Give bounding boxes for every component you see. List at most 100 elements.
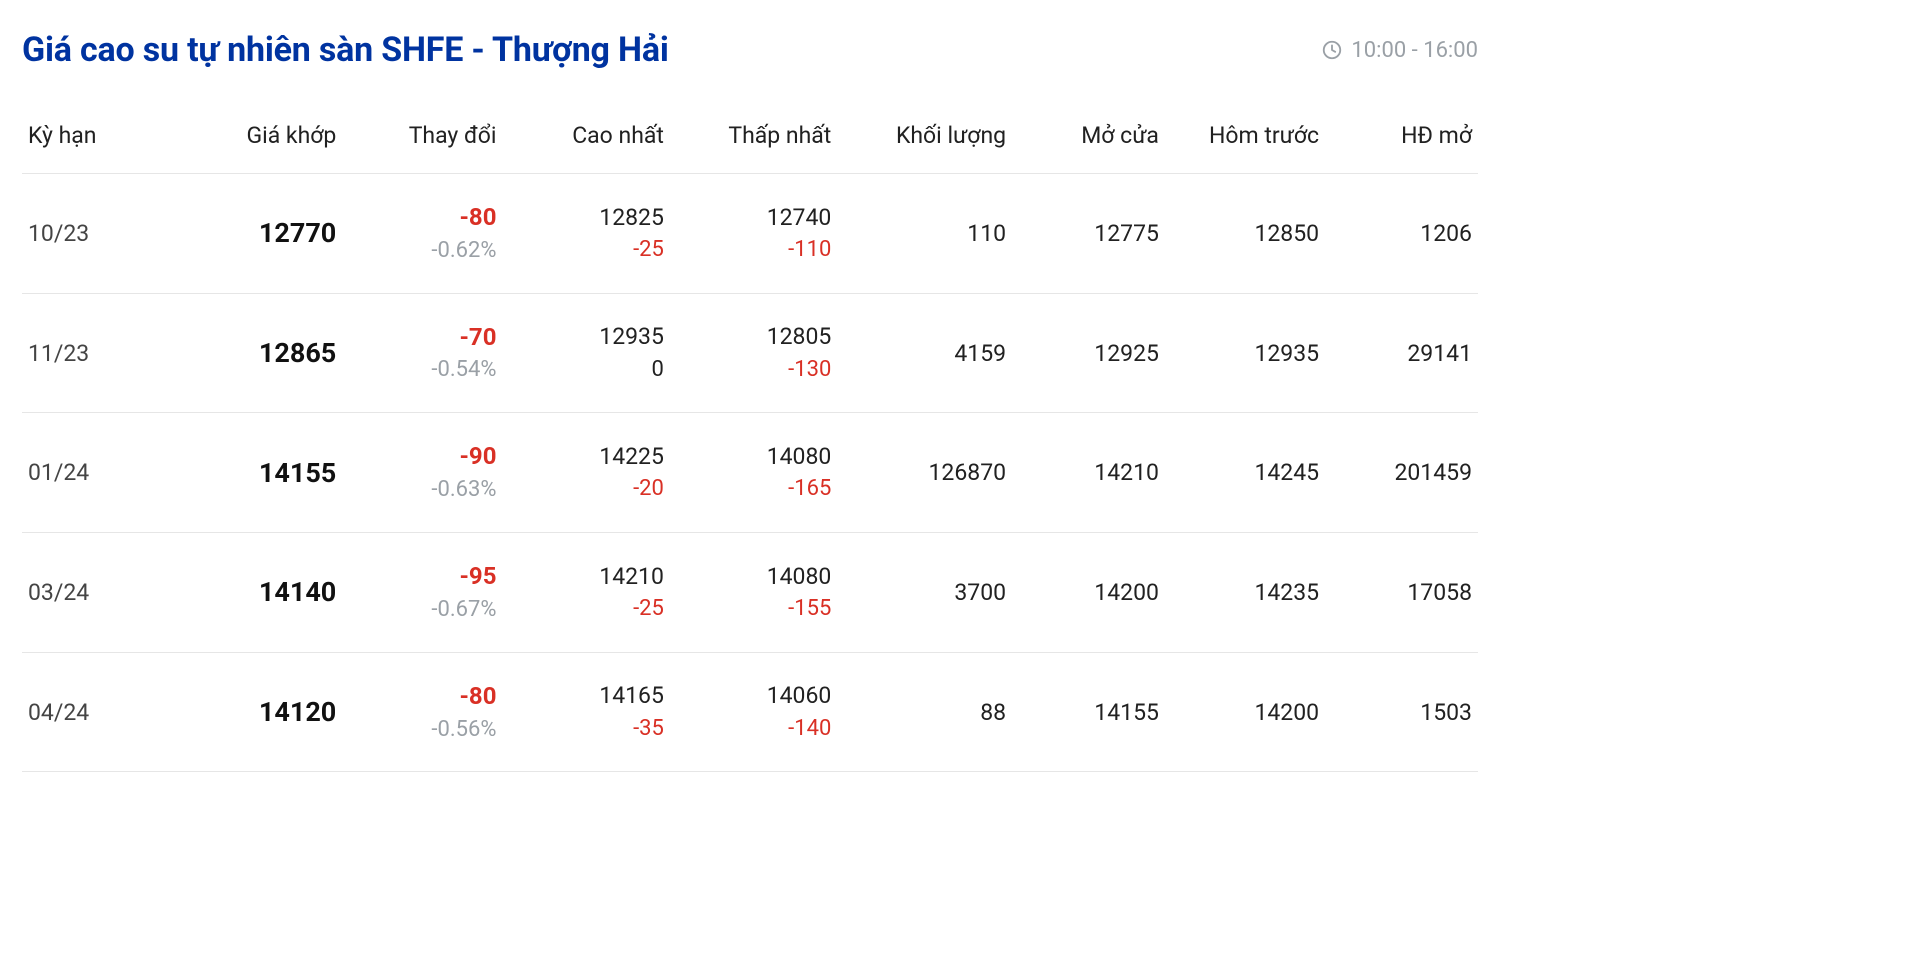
cell-open: 14210 xyxy=(1012,413,1165,533)
low-value: 12805 xyxy=(767,320,832,353)
cell-prev: 14200 xyxy=(1165,652,1325,772)
cell-term: 03/24 xyxy=(22,533,175,653)
cell-low: 14080 -155 xyxy=(670,533,837,653)
table-row[interactable]: 11/23 12865 -70 -0.54% 12935 0 12805 -130… xyxy=(22,293,1478,413)
low-value: 12740 xyxy=(767,201,832,234)
col-high: Cao nhất xyxy=(502,108,669,174)
low-stack: 12740 -110 xyxy=(676,201,831,266)
cell-open: 14155 xyxy=(1012,652,1165,772)
low-stack: 14080 -155 xyxy=(676,560,831,625)
cell-volume: 110 xyxy=(837,174,1012,294)
cell-prev: 12850 xyxy=(1165,174,1325,294)
change-pct: -0.56% xyxy=(431,714,496,746)
prev-value: 14245 xyxy=(1254,459,1319,486)
change-value: -80 xyxy=(459,200,496,235)
col-volume: Khối lượng xyxy=(837,108,1012,174)
table-body: 10/2312770 -80 -0.62% 12825 -25 12740 -1… xyxy=(22,174,1478,772)
open-value: 14200 xyxy=(1094,579,1159,606)
cell-term: 04/24 xyxy=(22,652,175,772)
price-value: 14120 xyxy=(259,696,336,728)
term-value: 03/24 xyxy=(28,579,89,606)
oi-value: 1503 xyxy=(1420,699,1472,726)
high-value: 12825 xyxy=(599,201,664,234)
volume-value: 126870 xyxy=(929,459,1007,486)
change-pct: -0.63% xyxy=(431,474,496,506)
cell-volume: 4159 xyxy=(837,293,1012,413)
cell-prev: 14235 xyxy=(1165,533,1325,653)
trading-hours: 10:00 - 16:00 xyxy=(1321,38,1478,63)
high-value: 14225 xyxy=(599,440,664,473)
cell-change: -80 -0.56% xyxy=(342,652,502,772)
price-table-widget: Giá cao su tự nhiên sàn SHFE - Thượng Hả… xyxy=(0,0,1500,802)
cell-price: 14120 xyxy=(175,652,342,772)
cell-oi: 17058 xyxy=(1325,533,1478,653)
price-value: 12865 xyxy=(259,337,336,369)
cell-low: 14060 -140 xyxy=(670,652,837,772)
cell-low: 12740 -110 xyxy=(670,174,837,294)
change-pct: -0.54% xyxy=(431,354,496,386)
col-oi: HĐ mở xyxy=(1325,108,1478,174)
open-value: 14155 xyxy=(1094,699,1159,726)
cell-volume: 126870 xyxy=(837,413,1012,533)
cell-high: 12825 -25 xyxy=(502,174,669,294)
low-stack: 14080 -165 xyxy=(676,440,831,505)
low-value: 14080 xyxy=(767,560,832,593)
table-row[interactable]: 03/24 14140 -95 -0.67% 14210 -25 14080 -1… xyxy=(22,533,1478,653)
prev-value: 12935 xyxy=(1254,340,1319,367)
table-header-row: Kỳ hạn Giá khớp Thay đổi Cao nhất Thấp n… xyxy=(22,108,1478,174)
cell-volume: 3700 xyxy=(837,533,1012,653)
clock-icon xyxy=(1321,39,1343,61)
col-term: Kỳ hạn xyxy=(22,108,175,174)
volume-value: 88 xyxy=(980,699,1006,726)
high-value: 12935 xyxy=(599,320,664,353)
high-stack: 12825 -25 xyxy=(508,201,663,266)
low-delta: -130 xyxy=(788,354,831,386)
low-value: 14060 xyxy=(767,679,832,712)
change-value: -80 xyxy=(459,679,496,714)
change-stack: -70 -0.54% xyxy=(348,320,496,387)
high-stack: 12935 0 xyxy=(508,320,663,385)
price-value: 14155 xyxy=(259,457,336,489)
high-value: 14165 xyxy=(599,679,664,712)
cell-change: -90 -0.63% xyxy=(342,413,502,533)
high-value: 14210 xyxy=(599,560,664,593)
open-value: 14210 xyxy=(1094,459,1159,486)
header: Giá cao su tự nhiên sàn SHFE - Thượng Hả… xyxy=(22,30,1478,70)
cell-price: 14140 xyxy=(175,533,342,653)
col-open: Mở cửa xyxy=(1012,108,1165,174)
cell-high: 14225 -20 xyxy=(502,413,669,533)
term-value: 11/23 xyxy=(28,340,89,367)
prev-value: 14200 xyxy=(1254,699,1319,726)
change-value: -95 xyxy=(459,559,496,594)
cell-low: 14080 -165 xyxy=(670,413,837,533)
cell-change: -95 -0.67% xyxy=(342,533,502,653)
cell-change: -70 -0.54% xyxy=(342,293,502,413)
change-pct: -0.67% xyxy=(431,594,496,626)
table-row[interactable]: 04/24 14120 -80 -0.56% 14165 -35 14060 -1… xyxy=(22,652,1478,772)
table-row[interactable]: 10/2312770 -80 -0.62% 12825 -25 12740 -1… xyxy=(22,174,1478,294)
cell-oi: 201459 xyxy=(1325,413,1478,533)
price-table: Kỳ hạn Giá khớp Thay đổi Cao nhất Thấp n… xyxy=(22,108,1478,772)
high-delta: -25 xyxy=(633,593,664,625)
oi-value: 17058 xyxy=(1407,579,1472,606)
high-stack: 14225 -20 xyxy=(508,440,663,505)
change-value: -90 xyxy=(459,439,496,474)
change-pct: -0.62% xyxy=(431,235,496,267)
term-value: 04/24 xyxy=(28,699,89,726)
change-value: -70 xyxy=(459,320,496,355)
cell-high: 14165 -35 xyxy=(502,652,669,772)
col-price: Giá khớp xyxy=(175,108,342,174)
table-row[interactable]: 01/2414155 -90 -0.63% 14225 -20 14080 -1… xyxy=(22,413,1478,533)
open-value: 12925 xyxy=(1094,340,1159,367)
trading-hours-text: 10:00 - 16:00 xyxy=(1351,38,1478,63)
cell-prev: 14245 xyxy=(1165,413,1325,533)
page-title: Giá cao su tự nhiên sàn SHFE - Thượng Hả… xyxy=(22,30,669,70)
high-stack: 14210 -25 xyxy=(508,560,663,625)
cell-high: 14210 -25 xyxy=(502,533,669,653)
cell-oi: 1206 xyxy=(1325,174,1478,294)
cell-oi: 1503 xyxy=(1325,652,1478,772)
oi-value: 201459 xyxy=(1394,459,1472,486)
col-low: Thấp nhất xyxy=(670,108,837,174)
cell-price: 12865 xyxy=(175,293,342,413)
change-stack: -80 -0.62% xyxy=(348,200,496,267)
